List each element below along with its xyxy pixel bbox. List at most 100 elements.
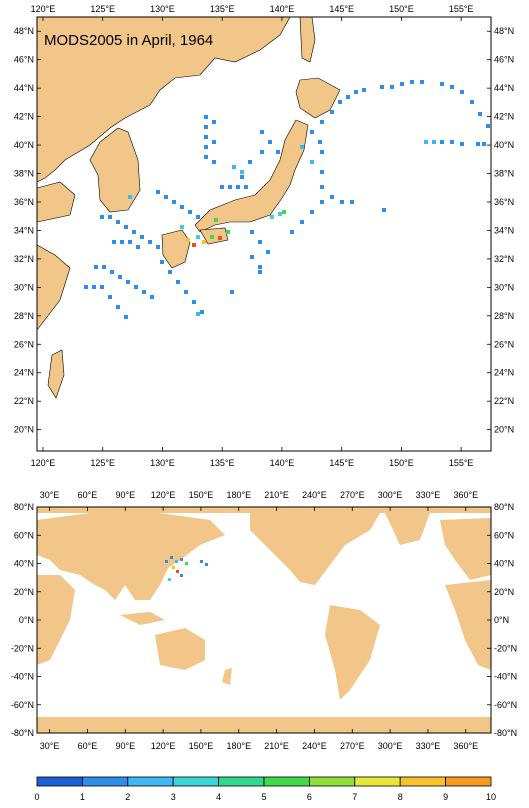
colorbar-box — [445, 776, 492, 787]
bottom-lat-tick-label: 80°N — [494, 502, 514, 512]
top-lon-tick-label: 120°E — [31, 458, 56, 468]
top-lat-tick-label: 30°N — [494, 282, 514, 292]
bottom-lat-tick-label: 60°N — [14, 530, 34, 540]
colorbar-label: 4 — [216, 792, 221, 802]
top-lat-tick-label: 32°N — [14, 254, 34, 264]
colorbar-label: 2 — [125, 792, 130, 802]
colorbar-label: 8 — [398, 792, 403, 802]
top-lat-tick-label: 40°N — [14, 140, 34, 150]
top-lon-tick-label: 145°E — [329, 458, 354, 468]
top-lon-tick-label: 135°E — [210, 4, 235, 14]
bottom-map-lat-labels-right: 80°N 60°N 40°N 20°N 0°N -20°N -40°N -60°N -80°N — [487, 502, 517, 738]
top-lat-tick-label: 38°N — [494, 169, 514, 179]
colorbar-box — [263, 776, 310, 787]
top-lat-tick-label: 28°N — [14, 311, 34, 321]
bottom-lon-tick-label: 90°E — [115, 741, 135, 751]
top-lat-tick-label: 40°N — [494, 140, 514, 150]
bottom-lon-tick-label: 360°E — [453, 490, 478, 500]
bottom-lon-tick-label: 90°E — [115, 490, 135, 500]
top-lat-tick-label: 26°N — [14, 339, 34, 349]
bottom-lat-tick-label: -20°N — [11, 643, 34, 653]
top-lat-tick-label: 42°N — [14, 112, 34, 122]
colorbar-label: 6 — [307, 792, 312, 802]
bottom-lat-tick-label: -60°N — [494, 700, 517, 710]
bottom-lat-tick-label: -80°N — [494, 728, 517, 738]
top-lat-tick-label: 26°N — [494, 339, 514, 349]
bottom-lon-tick-label: 60°E — [78, 490, 98, 500]
top-lat-tick-label: 30°N — [14, 282, 34, 292]
colorbar-box — [308, 776, 356, 787]
bottom-lon-tick-label: 270°E — [340, 741, 365, 751]
bottom-lat-tick-label: -40°N — [11, 672, 34, 682]
bottom-lat-tick-label: 20°N — [14, 587, 34, 597]
top-lat-tick-label: 48°N — [14, 26, 34, 36]
top-map-lon-labels-top: 120°E 125°E 130°E 135°E 140°E 145°E 150°E 155°E — [31, 4, 474, 21]
top-lon-tick-label: 155°E — [449, 458, 474, 468]
bottom-map-land — [37, 507, 491, 733]
top-lon-tick-label: 125°E — [90, 4, 115, 14]
top-lat-tick-label: 36°N — [14, 197, 34, 207]
top-lat-tick-label: 28°N — [494, 311, 514, 321]
bottom-lon-tick-label: 360°E — [453, 741, 478, 751]
bottom-lon-tick-label: 300°E — [378, 741, 403, 751]
top-map-land — [36, 16, 341, 399]
top-lat-tick-label: 44°N — [14, 83, 34, 93]
top-lat-tick-label: 42°N — [494, 112, 514, 122]
top-lat-tick-label: 24°N — [494, 368, 514, 378]
bottom-lat-tick-label: 40°N — [14, 559, 34, 569]
colorbar-label: 9 — [443, 792, 448, 802]
top-lon-tick-label: 155°E — [449, 4, 474, 14]
top-lat-tick-label: 48°N — [494, 26, 514, 36]
bottom-map: 30°E 60°E 90°E 120°E 150°E 180°E 210°E 240°E 270… — [11, 490, 517, 751]
bottom-map-lon-labels-bottom: 30°E 60°E 90°E 120°E 150°E 180°E 210°E 240°E 270… — [40, 729, 478, 751]
top-map-lat-labels-left: 48°N 46°N 44°N 42°N 40°N 38°N 36°N 34°N 32°N 30°N… — [14, 26, 41, 435]
top-lat-tick-label: 22°N — [494, 396, 514, 406]
top-map-lon-labels-bottom: 120°E 125°E 130°E 135°E 140°E 145°E 150°E 155°E — [31, 447, 474, 468]
colorbar-label: 7 — [352, 792, 357, 802]
top-lat-tick-label: 46°N — [14, 55, 34, 65]
bottom-lon-tick-label: 60°E — [78, 741, 98, 751]
top-lat-tick-label: 44°N — [494, 83, 514, 93]
top-lon-tick-label: 145°E — [329, 4, 354, 14]
top-map: MODS2005 in April, 1964 120°E 125°E 130°E 1… — [14, 4, 514, 468]
top-lon-tick-label: 125°E — [90, 458, 115, 468]
bottom-lon-tick-label: 210°E — [264, 741, 289, 751]
colorbar-label: 3 — [171, 792, 176, 802]
bottom-map-lon-labels-top: 30°E 60°E 90°E 120°E 150°E 180°E 210°E 240°E 270… — [40, 490, 478, 511]
colorbar-box — [354, 776, 401, 787]
top-lat-tick-label: 20°N — [494, 425, 514, 435]
bottom-lon-tick-label: 270°E — [340, 490, 365, 500]
colorbar-label: 1 — [80, 792, 85, 802]
bottom-lon-tick-label: 240°E — [302, 741, 327, 751]
colorbar-label: 5 — [261, 792, 266, 802]
colorbar-label: 0 — [34, 792, 39, 802]
bottom-lon-tick-label: 180°E — [226, 741, 251, 751]
colorbar-label: 10 — [486, 792, 496, 802]
top-map-lat-labels-right: 48°N 46°N 44°N 42°N 40°N 38°N 36°N 34°N 32°N 30°N… — [487, 26, 514, 435]
top-lon-tick-label: 140°E — [270, 458, 295, 468]
top-lat-tick-label: 46°N — [494, 55, 514, 65]
bottom-map-lat-labels-left: 80°N 60°N 40°N 20°N 0°N -20°N -40°N -60°N -80°N — [11, 502, 41, 738]
bottom-lon-tick-label: 30°E — [40, 490, 60, 500]
bottom-lat-tick-label: 0°N — [494, 615, 509, 625]
bottom-lat-tick-label: 60°N — [494, 530, 514, 540]
top-lat-tick-label: 20°N — [14, 425, 34, 435]
bottom-lat-tick-label: -20°N — [494, 643, 517, 653]
top-lat-tick-label: 36°N — [494, 197, 514, 207]
bottom-lon-tick-label: 330°E — [416, 490, 441, 500]
top-lat-tick-label: 24°N — [14, 368, 34, 378]
colorbar-box — [36, 776, 83, 787]
bottom-lon-tick-label: 240°E — [302, 490, 327, 500]
colorbar: 0 1 2 3 4 5 6 7 8 9 10 — [34, 776, 496, 802]
colorbar-labels: 0 1 2 3 4 5 6 7 8 9 10 — [34, 792, 496, 802]
bottom-lat-tick-label: 80°N — [14, 502, 34, 512]
top-lon-tick-label: 130°E — [150, 458, 175, 468]
colorbar-boxes — [36, 776, 492, 787]
top-lat-tick-label: 32°N — [494, 254, 514, 264]
bottom-map-observations — [165, 556, 208, 581]
top-map-observations — [84, 80, 490, 319]
bottom-lat-tick-label: 20°N — [494, 587, 514, 597]
top-lon-tick-label: 120°E — [31, 4, 56, 14]
top-lon-tick-label: 135°E — [210, 458, 235, 468]
